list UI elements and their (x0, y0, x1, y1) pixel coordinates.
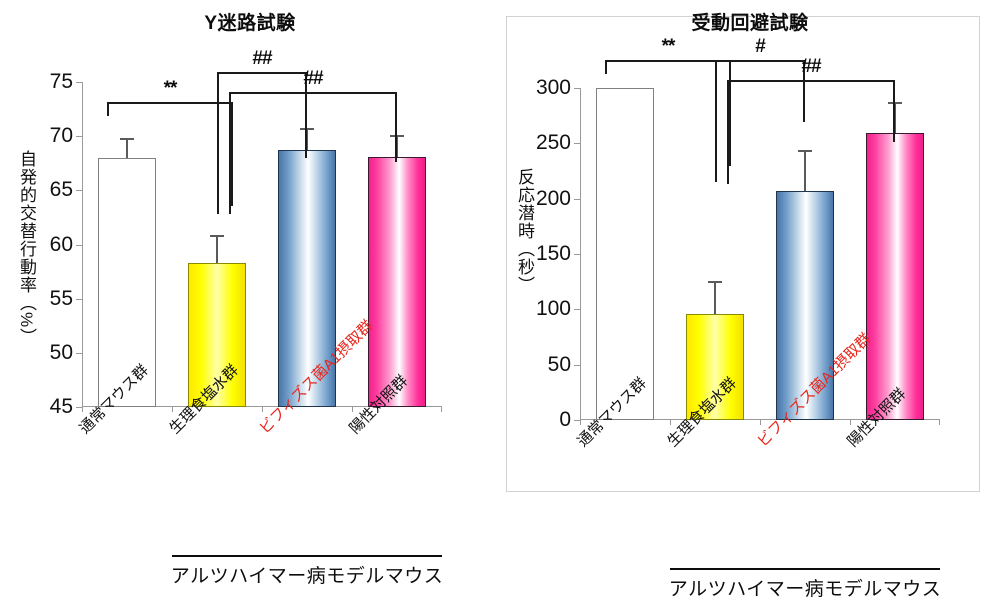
y-axis-tick (76, 352, 82, 354)
group-caption: アルツハイマー病モデルマウス (668, 579, 942, 600)
y-axis-tick-label: 100 (535, 297, 571, 321)
y-axis-tick-label: 50 (547, 352, 571, 376)
x-axis-tick (441, 407, 442, 412)
y-axis-tick-label: 70 (49, 124, 73, 148)
bar-1 (596, 88, 654, 420)
y-axis-tick (574, 143, 580, 145)
bar-4 (368, 156, 426, 407)
bar-4 (866, 133, 924, 420)
y-axis-tick-label: 60 (49, 232, 73, 256)
chart-panel-passive-avoidance: 受動回避試験 (500, 0, 1000, 592)
y-axis-tick-label: 250 (535, 131, 571, 155)
group-underline (670, 568, 940, 570)
y-axis-tick-label: 0 (559, 408, 571, 431)
error-bar-2 (207, 234, 227, 263)
y-axis-tick (574, 420, 580, 421)
y-axis-label-passive-avoidance: 反応潜時（秒） (515, 168, 534, 294)
significance-bracket-2: # (715, 37, 805, 182)
x-axis (82, 406, 442, 407)
significance-mark: ## (303, 68, 323, 89)
x-axis-tick (670, 420, 671, 425)
plot-area-y-maze: 45 50 55 60 65 70 75 ** ## ## 通常マウス群 生理食塩水群 ビフィズス菌A1… (50, 49, 443, 587)
significance-bracket-3: ## (727, 57, 895, 184)
significance-bracket-3: ## (229, 69, 397, 214)
y-axis-tick (574, 254, 580, 255)
bar-3 (278, 150, 336, 407)
y-axis-tick-label: 150 (535, 242, 571, 265)
y-axis-label-y-maze: 自発的交替行動率（%） (17, 150, 36, 347)
error-bar-4 (885, 102, 905, 134)
panel-title-y-maze: Y迷路試験 (204, 13, 296, 34)
significance-bracket-1: ** (107, 79, 233, 206)
y-axis-tick-label: 45 (49, 395, 73, 418)
y-axis-tick-label: 50 (49, 340, 73, 364)
x-axis-tick (580, 420, 581, 425)
error-bar-2 (705, 280, 725, 314)
group-caption: アルツハイマー病モデルマウス (170, 566, 444, 587)
plot-area-passive-avoidance: 0 50 100 150 200 250 300 ** # ## 通常マウス群 生理食塩水群 ビフィズス… (536, 37, 941, 600)
x-axis-tick (939, 420, 940, 425)
significance-mark: ## (801, 56, 821, 77)
error-bar-4 (387, 135, 407, 157)
y-axis-tick-label: 75 (49, 70, 73, 93)
panel-title-passive-avoidance: 受動回避試験 (691, 13, 809, 34)
x-axis-tick (262, 407, 263, 412)
y-axis-tick (574, 88, 580, 89)
x-axis-tick (352, 407, 353, 412)
significance-bracket-1: ** (605, 37, 731, 166)
y-axis-tick (76, 82, 82, 83)
y-axis-tick (574, 309, 580, 311)
y-axis-tick (76, 136, 82, 138)
y-axis-tick (574, 364, 580, 366)
y-axis (82, 82, 83, 407)
y-axis-tick-label: 200 (535, 186, 571, 210)
y-axis-tick (574, 198, 580, 200)
y-axis-tick (76, 407, 82, 408)
error-bar-3 (795, 149, 815, 191)
y-axis-tick (76, 190, 82, 192)
bar-1 (98, 157, 156, 407)
significance-mark: ** (163, 78, 178, 99)
x-axis-tick (760, 420, 761, 425)
group-underline (172, 555, 442, 557)
significance-bracket-2: ## (217, 49, 307, 214)
y-axis (580, 88, 581, 420)
significance-mark: # (755, 36, 766, 57)
y-axis-tick (76, 244, 82, 246)
y-axis-tick-label: 55 (49, 286, 73, 310)
error-bar-1 (117, 138, 137, 158)
y-axis-tick-label: 300 (535, 76, 571, 99)
error-bar-3 (297, 127, 317, 151)
y-axis-tick (76, 298, 82, 300)
significance-mark: ## (252, 48, 272, 69)
bar-2 (686, 313, 744, 420)
x-axis-tick (82, 407, 83, 412)
x-axis-tick (172, 407, 173, 412)
x-axis-tick (850, 420, 851, 425)
bar-2 (188, 262, 246, 407)
chart-panel-y-maze: Y迷路試験 自発的交替行動率（%） 45 50 55 60 65 70 75 ** ## ## 通常… (0, 0, 500, 592)
x-axis (580, 419, 940, 420)
bar-3 (776, 190, 834, 420)
y-axis-tick-label: 65 (49, 178, 73, 202)
panel-border (506, 16, 980, 492)
significance-mark: ** (661, 36, 676, 57)
